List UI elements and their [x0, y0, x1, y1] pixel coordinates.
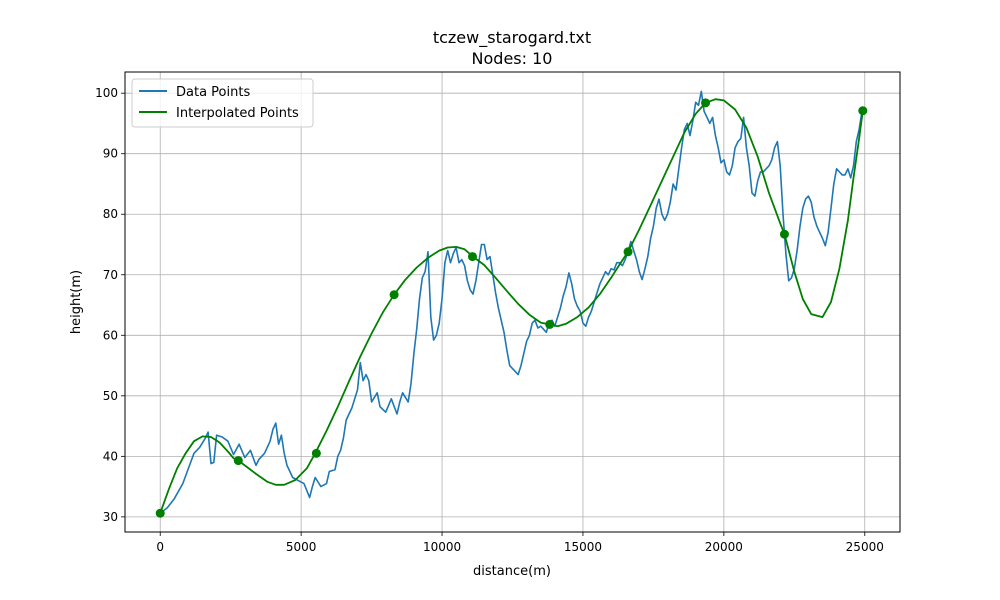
- legend-label-interpolated-points: Interpolated Points: [176, 106, 299, 121]
- y-tick-label: 60: [103, 328, 118, 342]
- x-tick-label: 20000: [705, 540, 743, 554]
- legend-label-data-points: Data Points: [176, 85, 250, 100]
- node-marker: [467, 252, 477, 262]
- y-tick-label: 50: [103, 389, 118, 403]
- y-tick-label: 80: [103, 207, 118, 221]
- chart-subtitle: Nodes: 10: [472, 49, 553, 68]
- x-tick-label: 5000: [286, 540, 317, 554]
- x-tick-label: 15000: [564, 540, 602, 554]
- node-marker: [233, 456, 243, 466]
- x-tick-label: 0: [156, 540, 164, 554]
- node-markers: [155, 98, 868, 518]
- node-marker: [155, 508, 165, 518]
- series-line-data-points: [159, 90, 863, 514]
- node-marker: [858, 106, 868, 116]
- legend: Data Points Interpolated Points: [131, 78, 314, 128]
- node-marker: [701, 98, 711, 108]
- x-axis-label: distance(m): [473, 564, 551, 579]
- y-tick-label: 40: [103, 449, 118, 463]
- series-line-interpolated-points: [159, 98, 864, 514]
- y-axis: 30 40 50 60 70 80 90 100: [95, 86, 125, 524]
- series-layer: [159, 90, 864, 514]
- x-axis: 0 5000 10000 15000 20000 25000: [156, 532, 884, 554]
- y-tick-label: 30: [103, 510, 118, 524]
- y-tick-label: 90: [103, 147, 118, 161]
- legend-box: [131, 78, 314, 128]
- y-tick-label: 100: [95, 86, 118, 100]
- node-marker: [311, 448, 321, 458]
- node-marker: [779, 229, 789, 239]
- plot-frame: [124, 71, 901, 533]
- y-axis-label: height(m): [69, 270, 84, 334]
- node-marker: [623, 247, 633, 257]
- node-marker: [389, 290, 399, 300]
- node-marker: [545, 319, 555, 329]
- x-tick-label: 10000: [423, 540, 461, 554]
- y-tick-label: 70: [103, 268, 118, 282]
- x-tick-label: 25000: [846, 540, 884, 554]
- chart-title: tczew_starogard.txt: [433, 28, 591, 48]
